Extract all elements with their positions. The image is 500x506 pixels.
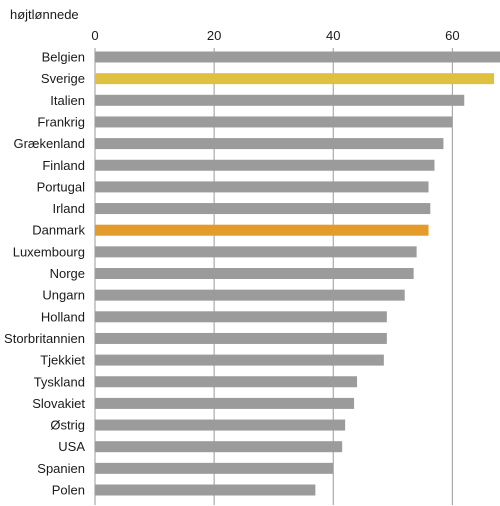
bar <box>95 116 453 128</box>
bar <box>95 397 355 409</box>
bar <box>95 94 465 106</box>
bar <box>95 332 387 344</box>
x-tick-label: 0 <box>91 28 98 43</box>
category-label: Spanien <box>37 461 85 476</box>
bar <box>95 376 358 388</box>
bar <box>95 138 444 150</box>
bar <box>95 441 343 453</box>
category-label: Belgien <box>42 50 85 65</box>
bars <box>95 51 500 496</box>
category-label: Storbritannien <box>4 331 85 346</box>
axis-unit-label: højtlønnede <box>10 7 79 22</box>
bar <box>95 181 429 193</box>
category-label: Østrig <box>50 418 85 433</box>
category-label: Holland <box>41 309 85 324</box>
category-label: Luxembourg <box>13 244 85 259</box>
category-label: Ungarn <box>42 288 85 303</box>
category-label: Tjekkiet <box>40 353 85 368</box>
category-label: Irland <box>52 201 85 216</box>
x-axis-ticks: 0 20 40 60 <box>91 28 459 43</box>
bar <box>95 203 431 215</box>
bar <box>95 289 405 301</box>
category-label: Italien <box>50 93 85 108</box>
category-label: Slovakiet <box>32 396 85 411</box>
x-tick-label: 60 <box>445 28 459 43</box>
bar <box>95 159 435 171</box>
category-labels: Belgien Sverige Italien Frankrig Grækenland F… <box>4 50 85 498</box>
bar <box>95 224 429 236</box>
bar <box>95 419 346 431</box>
category-label: Finland <box>42 158 85 173</box>
category-label: USA <box>58 439 85 454</box>
category-label: Tyskland <box>34 374 85 389</box>
bar <box>95 73 495 85</box>
category-label: Grækenland <box>13 136 85 151</box>
category-label: Danmark <box>32 223 85 238</box>
bar <box>95 51 500 63</box>
category-label: Polen <box>52 483 85 498</box>
x-tick-label: 20 <box>207 28 221 43</box>
bar <box>95 484 316 496</box>
bar <box>95 246 417 258</box>
bar <box>95 268 414 279</box>
bar <box>95 462 334 474</box>
bar <box>95 354 384 366</box>
x-tick-label: 40 <box>326 28 340 43</box>
category-label: Frankrig <box>37 114 85 129</box>
category-label: Norge <box>50 266 85 281</box>
category-label: Sverige <box>41 71 85 86</box>
category-label: Portugal <box>37 179 86 194</box>
bar <box>95 311 387 323</box>
